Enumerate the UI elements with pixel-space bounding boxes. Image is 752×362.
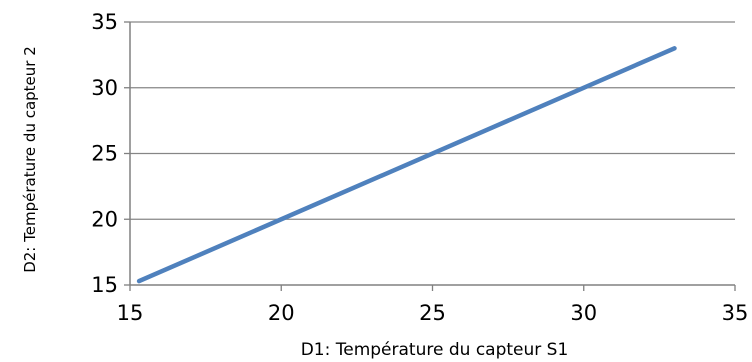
tick-marks — [124, 21, 736, 291]
x-axis-title: D1: Température du capteur S1 — [301, 340, 569, 360]
x-tick-label: 30 — [570, 301, 597, 325]
y-tick-label: 25 — [91, 142, 118, 166]
x-tick-label: 25 — [419, 301, 446, 325]
y-tick-label: 35 — [91, 10, 118, 34]
x-tick-label: 20 — [268, 301, 295, 325]
y-tick-label: 30 — [91, 76, 118, 100]
tick-labels: 15 20 25 30 35 15 20 25 30 35 — [91, 10, 748, 325]
y-axis-title: D2: Température du capteur 2 — [21, 46, 39, 273]
y-tick-label: 15 — [91, 273, 118, 297]
y-tick-label: 20 — [91, 207, 118, 231]
series-line — [136, 46, 677, 284]
x-tick-label: 35 — [722, 301, 749, 325]
grid-lines — [130, 21, 735, 220]
x-tick-label: 15 — [117, 301, 144, 325]
series-layer — [136, 46, 677, 284]
